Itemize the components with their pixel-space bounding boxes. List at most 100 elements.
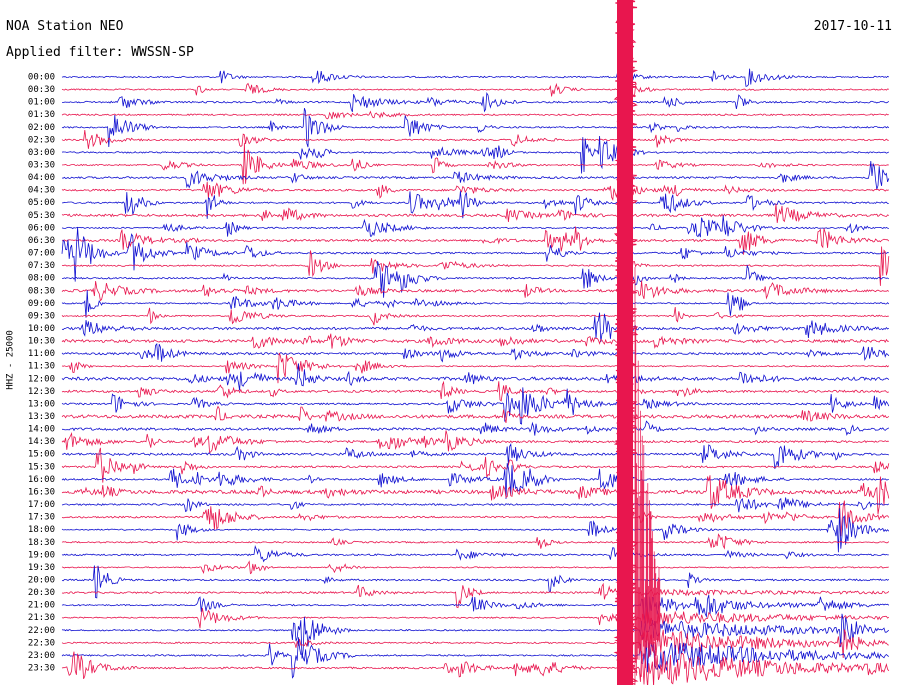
time-label: 00:30 [28,85,55,95]
time-label: 20:30 [28,588,55,598]
time-label: 06:30 [28,236,55,246]
trace [62,191,889,219]
trace [61,380,889,402]
trace [61,181,889,201]
time-label: 02:30 [28,135,55,145]
time-label: 01:30 [28,110,55,120]
time-label: 07:00 [28,249,55,259]
trace [61,333,889,349]
trace [61,68,889,87]
trace [61,135,889,174]
trace [61,508,890,553]
trace [62,420,890,436]
time-label: 20:00 [28,575,55,585]
time-label: 16:30 [28,487,55,497]
trace [61,497,890,513]
trace [61,290,890,318]
trace [61,560,889,575]
trace [61,343,890,363]
time-label: 18:30 [28,538,55,548]
time-label: 19:00 [28,550,55,560]
trace [61,565,890,599]
trace [61,608,890,629]
time-label: 11:30 [28,362,55,372]
time-label: 21:00 [28,601,55,611]
trace [61,246,890,286]
trace [61,405,890,423]
time-label: 11:00 [28,349,55,359]
earthquake-fill [617,0,633,685]
trace [61,463,889,500]
time-label: 03:30 [28,161,55,171]
trace [61,363,890,391]
time-label: 17:00 [28,500,55,510]
time-label: 04:30 [28,186,55,196]
trace [61,447,890,483]
time-label: 06:00 [28,223,55,233]
trace [61,160,890,190]
trace [61,650,890,685]
filter-label: Applied filter: WWSSN-SP [6,45,194,60]
time-label: 10:00 [28,324,55,334]
trace [61,613,890,659]
time-label: 09:00 [28,299,55,309]
time-label: 14:30 [28,437,55,447]
time-label: 16:00 [28,475,55,485]
time-label: 08:30 [28,286,55,296]
trace [61,215,889,238]
time-label: 23:30 [28,664,55,674]
trace [61,533,890,550]
time-label: 23:00 [28,651,55,661]
time-label: 09:30 [28,311,55,321]
time-label: 15:30 [28,462,55,472]
time-label: 14:00 [28,425,55,435]
time-label: 05:30 [28,211,55,221]
time-label: 22:00 [28,626,55,636]
trace [61,582,890,609]
time-label: 02:00 [28,123,55,133]
time-label: 19:30 [28,563,55,573]
trace [61,110,889,120]
trace [61,226,890,255]
time-label: 04:00 [28,173,55,183]
trace [61,312,890,342]
traces [61,0,890,685]
trace [61,589,890,624]
trace [61,107,890,148]
time-label: 07:30 [28,261,55,271]
trace [61,227,889,282]
trace [61,306,889,326]
trace [61,280,890,302]
trace [61,261,890,298]
time-label: 21:30 [28,613,55,623]
trace [61,352,890,384]
time-label: 17:30 [28,513,55,523]
trace [61,387,890,425]
time-label: 03:00 [28,148,55,158]
trace [61,75,889,102]
time-labels: 00:00 00:30 01:00 01:30 02:00 02:30 03:00 03:30… [28,73,55,674]
trace [61,430,889,454]
trace [61,142,889,185]
time-label: 22:30 [28,638,55,648]
time-label: 12:30 [28,387,55,397]
trace [62,91,890,113]
trace [61,500,890,537]
trace [61,129,889,149]
time-label: 18:00 [28,525,55,535]
trace [61,637,890,679]
channel-label: HHZ - 25000 [6,330,16,390]
date-label: 2017-10-11 [814,19,892,34]
trace [61,475,890,515]
time-label: 12:00 [28,374,55,384]
trace [61,545,889,563]
time-label: 13:30 [28,412,55,422]
trace [61,203,889,223]
station-title: NOA Station NEO [6,19,124,34]
earthquake-coda [634,267,661,685]
time-label: 00:00 [28,73,55,83]
trace [61,629,889,659]
trace [61,442,889,470]
time-label: 05:00 [28,198,55,208]
